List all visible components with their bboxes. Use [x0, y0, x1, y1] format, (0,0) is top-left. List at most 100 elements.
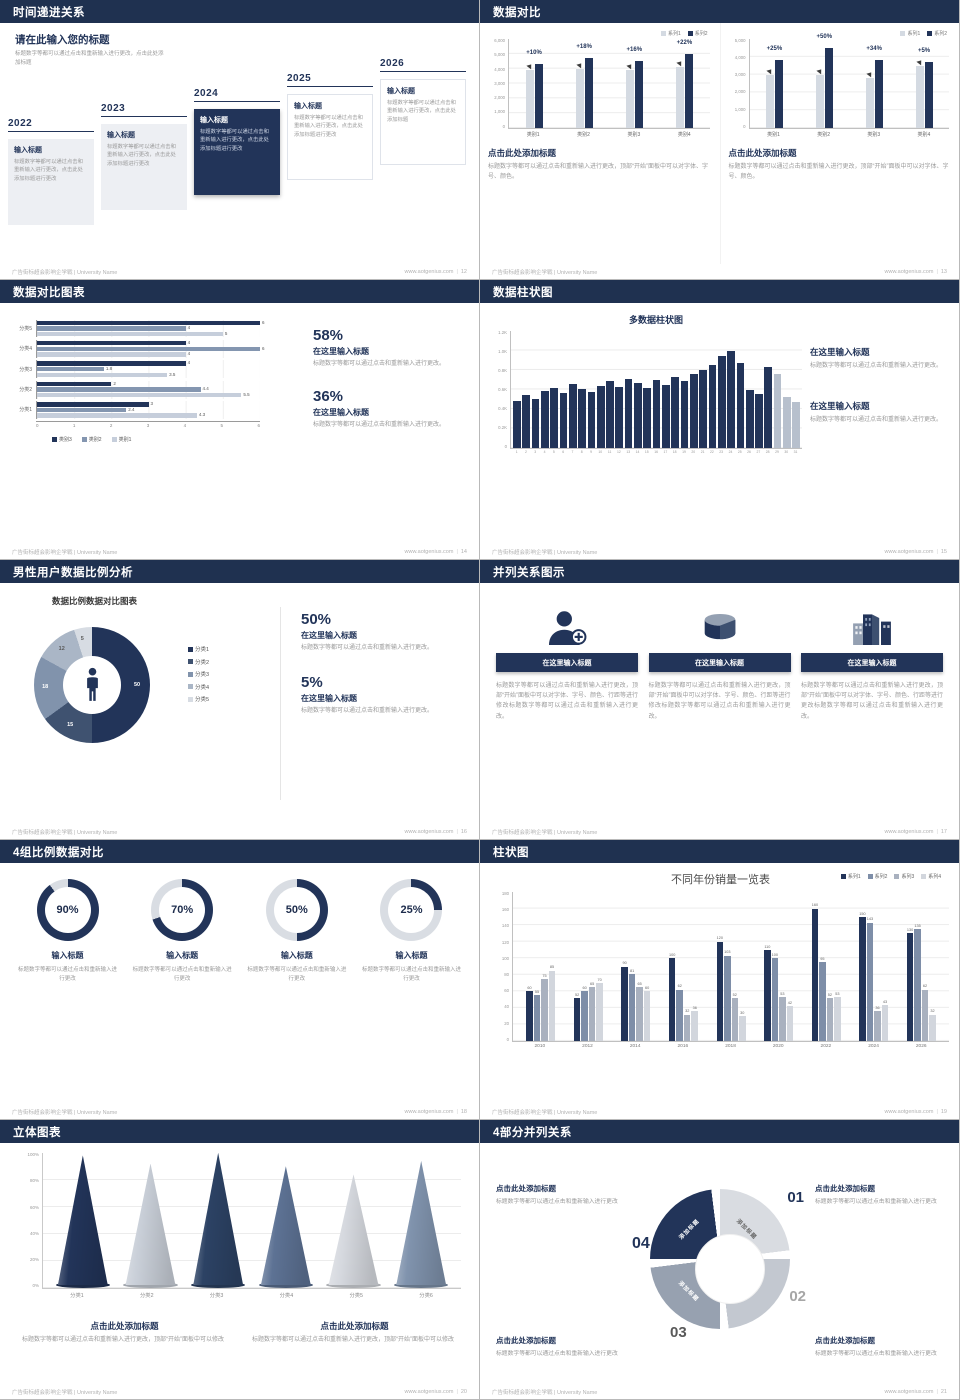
legend-item: 系列3	[894, 873, 914, 880]
chart-title: 多数据柱状图	[628, 315, 683, 325]
slice-value-label: 50	[134, 681, 141, 688]
block-body: 标题数字等都可以通过点击和重新输入进行更改，顶部“开始”面板中可以对字体、字号、…	[488, 164, 708, 180]
stat-title: 在这里输入标题	[301, 631, 357, 640]
y-tick-label: 2,000	[734, 89, 746, 95]
value-label: 4.4	[202, 386, 209, 392]
block-body: 标题数字等都可以通过点击和重新输入进行更改，顶部“开始”面板中可以修改	[252, 1337, 454, 1343]
y-tick-label: 3,000	[494, 80, 505, 86]
x-tick-label: 6	[562, 450, 565, 454]
y-tick-label: 100	[501, 955, 509, 961]
block-body: 标题数字等都可以通过点击和重新输入进行更改。	[810, 363, 943, 369]
value-label: 65	[589, 981, 595, 986]
donut-chart: 50 15 18 12 5	[34, 627, 150, 743]
growth-arrow-icon	[676, 59, 685, 67]
x-tick-label: 类别1	[767, 132, 780, 138]
value-label: 100	[771, 952, 779, 957]
cone	[396, 1160, 447, 1285]
block-title: 点击此处添加标题	[815, 1336, 875, 1346]
footer-page-number: 15	[940, 548, 947, 555]
growth-arrow-icon	[866, 70, 874, 78]
value-label: 100	[669, 952, 676, 957]
cone	[57, 1155, 108, 1285]
slide-footer: 广告街标超会影响企学戦 | University Name www.aotgen…	[0, 824, 479, 839]
slide-title: 4部分并列关系	[493, 1126, 572, 1139]
chart-title: 数据比例数据对比图表	[52, 596, 138, 606]
legend-label: 系列2	[694, 30, 708, 37]
stat-block: 50% 在这里输入标题 标题数字等都可以通过点击和重新输入进行更改。	[301, 611, 467, 654]
bar-group: 60 55 75 85	[517, 892, 565, 1041]
x-axis-labels: 类别1 类别2 类别3 类别4	[749, 129, 950, 138]
footer-page-number: 19	[940, 1108, 947, 1115]
slide-male-user-ratio[interactable]: 男性用户数据比例分析 数据比例数据对比图表 50 15 18 12 5 分类1 分类2 分类…	[0, 560, 480, 840]
bar	[779, 997, 786, 1041]
slide-title-bar: 并列关系图示	[480, 560, 959, 583]
bar-group: 分类5 6 4 5	[10, 319, 265, 338]
slide-grouped-column-chart[interactable]: 柱状图 不同年份销量一览表 系列1 系列2 系列3 系列4 180 160 140 120 1…	[480, 840, 960, 1120]
bar	[675, 67, 684, 128]
bar	[866, 922, 874, 1041]
block-title: 点击此处添加标题	[488, 148, 557, 158]
timeline-step: 2025 输入标题 标题数字等都可以通过点击和重新输入进行更改，点击此处添加标题进行…	[287, 73, 373, 180]
footer-organization: 广告街标超会影响企学戦 | University Name	[492, 549, 598, 556]
block-title: 点击此处添加标题	[496, 1336, 556, 1346]
chart-area: 5,000 4,000 3,000 2,000 1,000 0 +25% +50% +34% +5…	[729, 34, 949, 129]
slide-column-chart[interactable]: 数据柱状图 多数据柱状图 1.2K 1.0K 0.8K 0.6K 0.4K 0.2K 0 1 2…	[480, 280, 960, 560]
legend-swatch	[188, 696, 193, 702]
timeline-year-label: 2024	[194, 88, 280, 102]
bar-group: +5%	[899, 39, 949, 128]
cone-group	[252, 1153, 320, 1288]
slide-3d-cone-chart[interactable]: 立体图表 100% 80% 60% 40% 20% 0% 分类1 分类2 分类3 分类4 分类5 分类…	[0, 1120, 480, 1400]
bar	[774, 60, 783, 128]
slide-content: 100% 80% 60% 40% 20% 0% 分类1 分类2 分类3 分类4 分类5 分类6 点击此…	[0, 1143, 479, 1384]
timeline-card: 输入标题 标题数字等都可以通过点击和重新输入进行更改，点击此处添加标题进行更改	[287, 94, 373, 180]
timeline-card-title: 输入标题	[294, 103, 322, 110]
item-body: 标题数字等都可以通过点击和重新输入进行更改	[132, 967, 232, 983]
ring-percentage-label: 70%	[171, 904, 194, 916]
growth-arrow-icon	[766, 67, 775, 75]
x-tick-label: 分类5	[349, 1293, 363, 1299]
stat-title: 在这里输入标题	[301, 693, 357, 703]
slide-time-progression[interactable]: 时间递进关系 请在此输入您的标题 标题数字等都可以通过点击和重新输入进行更改，点…	[0, 0, 480, 280]
cone-base	[258, 1282, 313, 1288]
timeline-card: 输入标题 标题数字等都可以通过点击和重新输入进行更改，点击此处添加标题	[380, 79, 466, 165]
slide-title: 男性用户数据比例分析	[13, 566, 133, 579]
legend-item: 分类1	[188, 645, 209, 653]
slide-four-ratio-comparison[interactable]: 4组比例数据对比 90% 输入标题 标题数字等都可以通过点击和重新输入进行更改 …	[0, 840, 480, 1120]
bar	[865, 78, 874, 128]
bar-group: 分类3 4 1.8 3.5	[10, 360, 260, 379]
footer-organization: 广告街标超会影响企学戦 | University Name	[12, 829, 118, 836]
slide-four-part-cycle[interactable]: 4部分并列关系 点击此处添加标题 标题数字等都可以通过点击和重新输入进行更改 点…	[480, 1120, 960, 1400]
slide-data-comparison[interactable]: 数据对比 系列1 系列2 6,000 5,000 4,000 3,000 2,000 1,0…	[480, 0, 960, 280]
legend-label: 系列4	[928, 874, 941, 880]
footer-site-page: www.aotgenius.com 19	[885, 1109, 947, 1115]
footer-organization: 广告街标超会影响企学戦 | University Name	[12, 1389, 118, 1396]
slide-comparison-bar-chart[interactable]: 数据对比图表 分类5 6 4 5 分类4 4 6 4 分类3 4 1.8 3.5 分类2 2 4.4 5.5 分…	[0, 280, 480, 560]
bar	[771, 958, 779, 1041]
legend-item: 系列1	[900, 30, 920, 37]
bar	[37, 387, 201, 392]
bar	[914, 929, 921, 1041]
y-tick-label: 80	[504, 971, 509, 977]
growth-arrow-icon	[916, 58, 924, 66]
bar	[819, 962, 826, 1041]
bar	[634, 382, 642, 448]
bar	[581, 991, 588, 1041]
value-label: 53	[835, 991, 840, 996]
value-label: 52	[827, 992, 833, 997]
bar	[683, 1014, 691, 1041]
bar	[691, 1011, 698, 1041]
slide-parallel-relationship[interactable]: 并列关系图示 在这里输入标题 标题数字等都可以通过点击和重新输入进行更改，顶部“…	[480, 560, 960, 840]
value-label: 4	[187, 351, 191, 357]
slide-title-bar: 柱状图	[480, 840, 959, 863]
slide-title-bar: 数据对比	[480, 0, 959, 23]
slide-footer: 广告街标超会影响企学戦 | University Name www.aotgen…	[480, 544, 959, 559]
stat-percentage: 58%	[313, 327, 344, 344]
title-banner: 在这里输入标题	[801, 653, 943, 672]
bar-chart-left: 6,000 5,000 4,000 3,000 2,000 1,000 0 +10% +18% +…	[488, 38, 710, 138]
segment-number: 04	[632, 1235, 650, 1252]
item-title: 输入标题	[51, 951, 84, 960]
chart-area: 180 160 140 120 100 80 60 40 20 0 60 55 75 85 52 60 65 70…	[492, 891, 949, 1042]
legend-swatch	[921, 874, 927, 879]
y-tick-label: 60%	[29, 1204, 39, 1210]
bar	[724, 955, 731, 1041]
